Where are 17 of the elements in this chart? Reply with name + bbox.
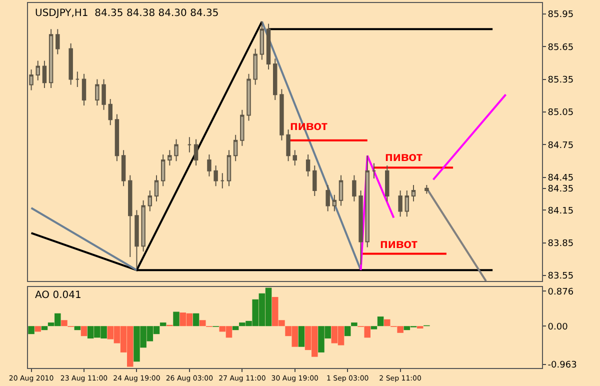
annotation: USDJPY,H1 84.35 84.38 84.30 84.35 bbox=[35, 8, 219, 19]
y-tick-label: 83.85 bbox=[548, 238, 574, 249]
y-tick-label: 84.75 bbox=[548, 140, 574, 151]
y-tick-label: 84.15 bbox=[548, 206, 574, 216]
annotation: пивот bbox=[380, 236, 418, 251]
y-tick-label: 0.00 bbox=[548, 322, 568, 332]
annotation: AO 0.041 bbox=[35, 290, 82, 301]
y-tick-label: 0.876 bbox=[548, 287, 574, 298]
y-tick-label: 85.05 bbox=[548, 108, 574, 118]
y-tick-label: 85.35 bbox=[548, 75, 574, 86]
y-tick-label: -0.963 bbox=[548, 360, 577, 371]
y-tick-label: 84.35 bbox=[548, 184, 574, 194]
annotation: пивот bbox=[385, 149, 423, 164]
y-tick-label: 85.95 bbox=[548, 10, 574, 20]
y-tick-label: 85.65 bbox=[548, 42, 574, 53]
y-tick-label: 84.45 bbox=[548, 174, 574, 184]
y-tick-label: 83.55 bbox=[548, 272, 574, 282]
